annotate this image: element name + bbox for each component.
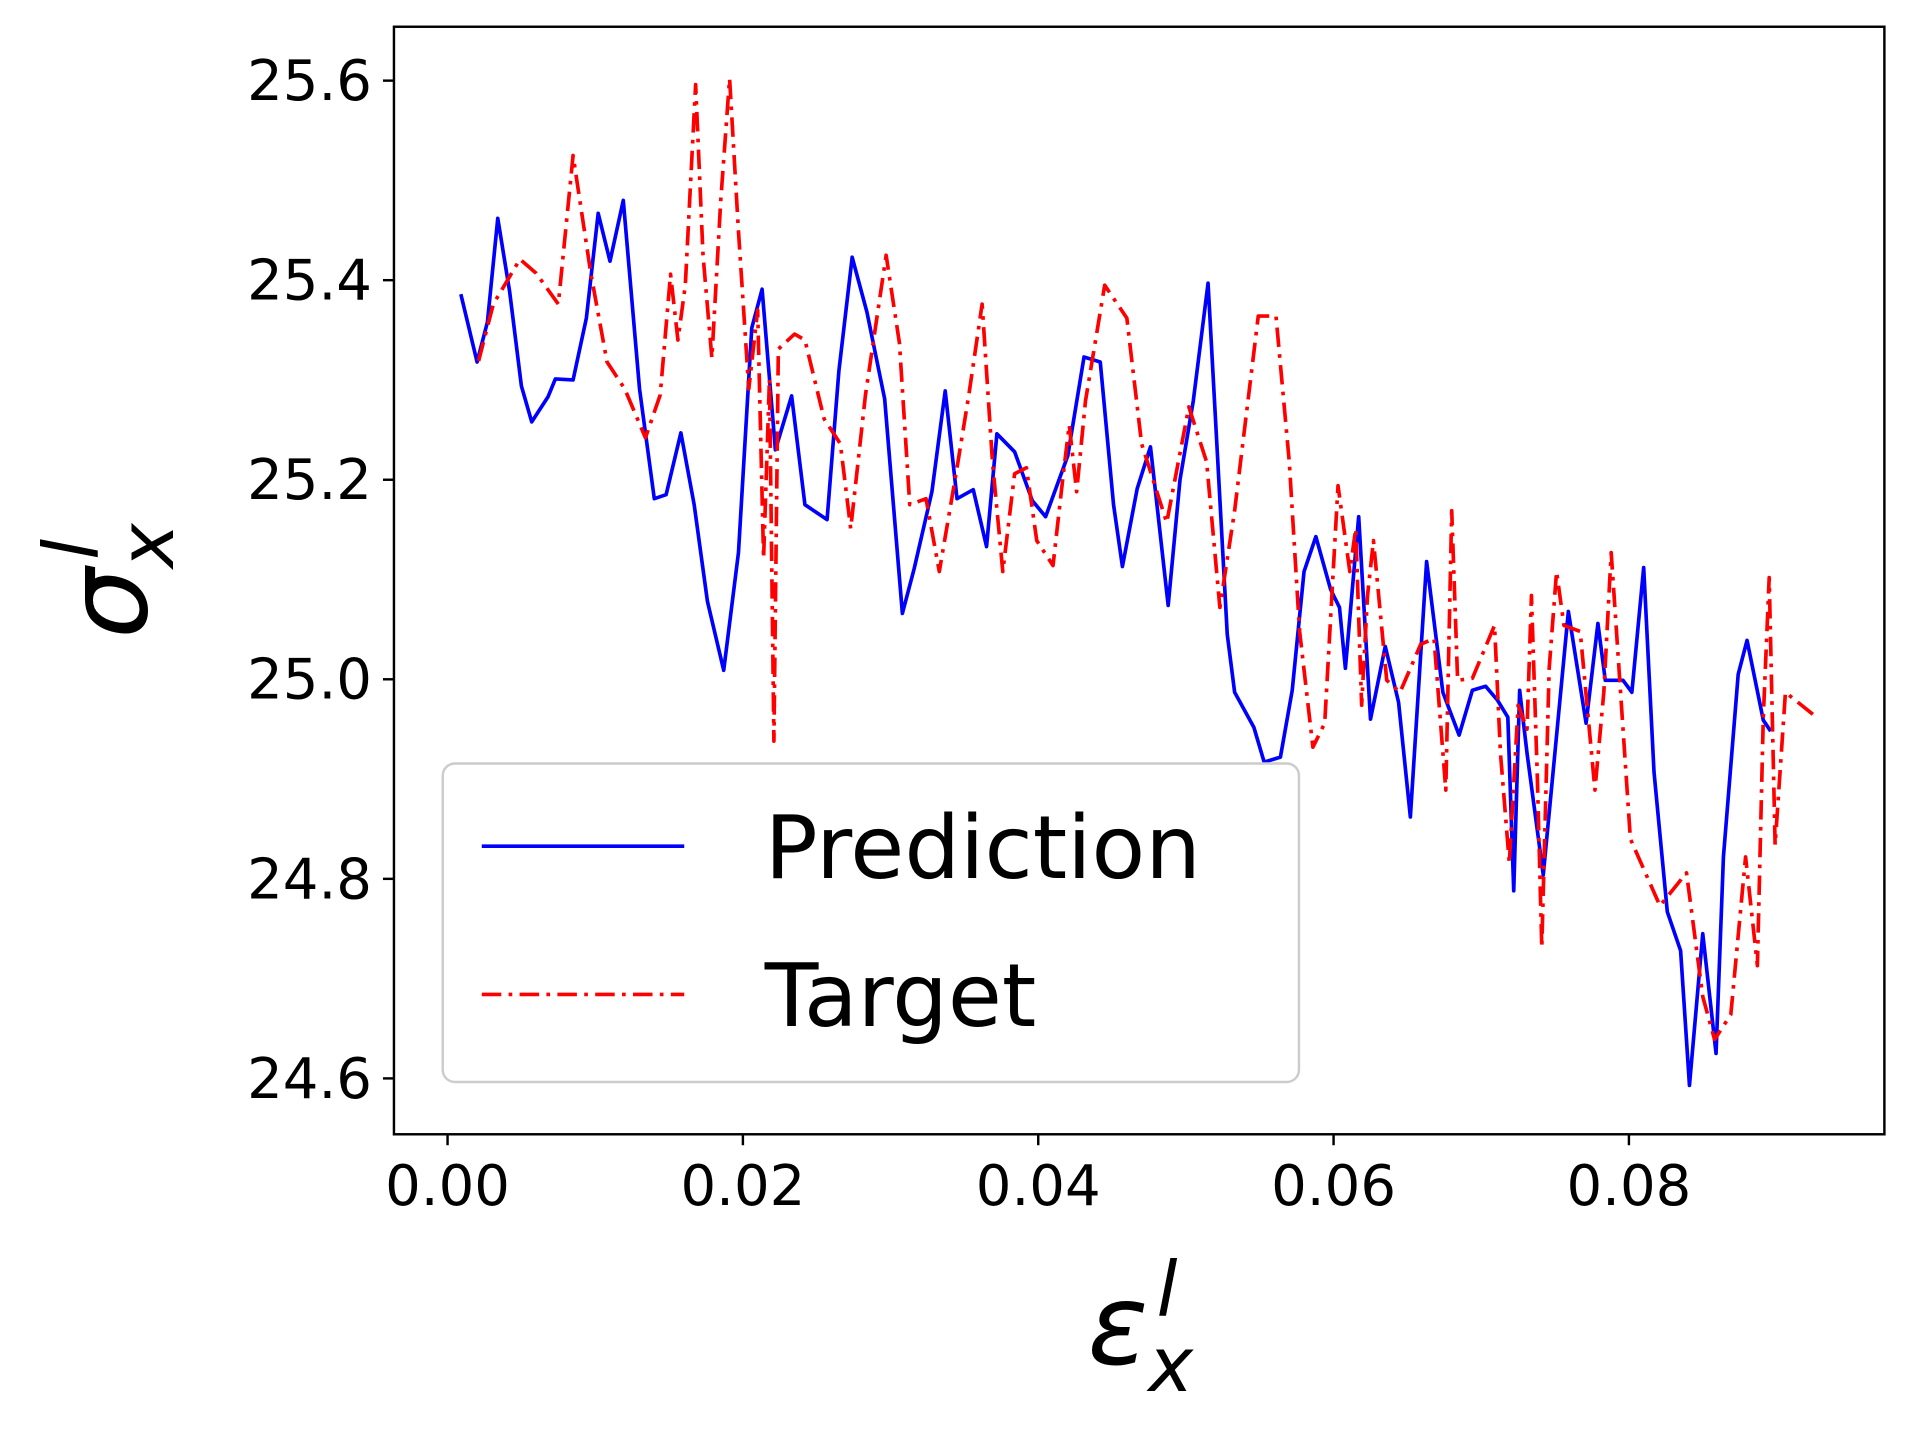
- y-tick-label: 24.6: [247, 1047, 372, 1112]
- x-label-superscript: l: [1157, 1246, 1178, 1334]
- y-tick-label: 25.4: [247, 249, 372, 314]
- x-tick-label: 0.06: [1271, 1154, 1396, 1219]
- y-tick-label: 24.8: [247, 847, 372, 912]
- y-tick-label: 25.2: [247, 448, 372, 513]
- line: [459, 198, 1773, 1088]
- legend: Prediction Target: [441, 762, 1301, 1084]
- line: [476, 76, 1818, 1042]
- x-tick-label: 0.02: [680, 1154, 805, 1219]
- legend-box: [441, 762, 1301, 1084]
- x-tick-label: 0.00: [385, 1154, 510, 1219]
- x-label-subscript: x: [1146, 1321, 1194, 1409]
- x-axis-label: εxl: [1088, 1246, 1195, 1409]
- y-tick-label: 25.0: [247, 648, 372, 713]
- y-label-superscript: l: [27, 539, 115, 560]
- x-tick-label: 0.04: [976, 1154, 1101, 1219]
- x-label-symbol: ε: [1088, 1261, 1149, 1391]
- x-tick-label: 0.08: [1566, 1154, 1691, 1219]
- y-label-subscript: x: [103, 522, 191, 570]
- y-axis-label: σxl: [27, 522, 191, 639]
- y-label-symbol: σ: [43, 565, 173, 639]
- y-tick-label: 25.6: [247, 49, 372, 114]
- legend-label: Target: [764, 945, 1037, 1047]
- legend-label: Prediction: [765, 797, 1201, 899]
- plot-frame: [392, 25, 1886, 1136]
